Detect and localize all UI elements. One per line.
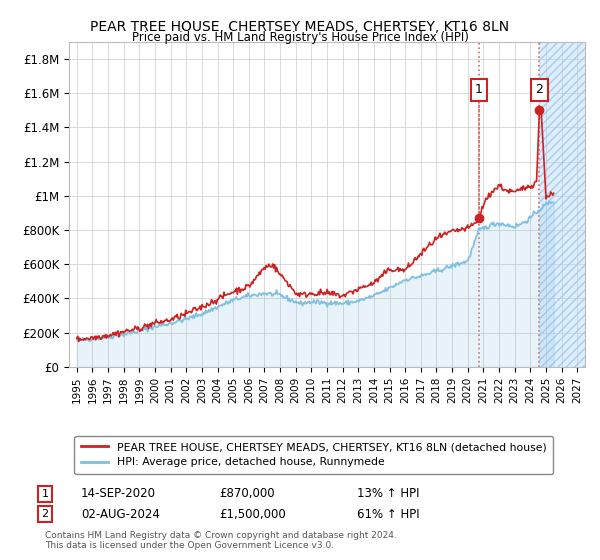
Bar xyxy=(539,42,585,367)
Text: 13% ↑ HPI: 13% ↑ HPI xyxy=(357,487,419,501)
Text: 2: 2 xyxy=(41,509,49,519)
Text: 1: 1 xyxy=(475,83,483,96)
Legend: PEAR TREE HOUSE, CHERTSEY MEADS, CHERTSEY, KT16 8LN (detached house), HPI: Avera: PEAR TREE HOUSE, CHERTSEY MEADS, CHERTSE… xyxy=(74,436,553,474)
Text: 61% ↑ HPI: 61% ↑ HPI xyxy=(357,507,419,521)
Text: This data is licensed under the Open Government Licence v3.0.: This data is licensed under the Open Gov… xyxy=(45,541,334,550)
Bar xyxy=(539,42,585,367)
Text: £870,000: £870,000 xyxy=(219,487,275,501)
Text: 2: 2 xyxy=(535,83,543,96)
Text: Contains HM Land Registry data © Crown copyright and database right 2024.: Contains HM Land Registry data © Crown c… xyxy=(45,531,397,540)
Text: 02-AUG-2024: 02-AUG-2024 xyxy=(81,507,160,521)
Text: £1,500,000: £1,500,000 xyxy=(219,507,286,521)
Text: Price paid vs. HM Land Registry's House Price Index (HPI): Price paid vs. HM Land Registry's House … xyxy=(131,31,469,44)
Text: 14-SEP-2020: 14-SEP-2020 xyxy=(81,487,156,501)
Text: 1: 1 xyxy=(41,489,49,499)
Text: PEAR TREE HOUSE, CHERTSEY MEADS, CHERTSEY, KT16 8LN: PEAR TREE HOUSE, CHERTSEY MEADS, CHERTSE… xyxy=(91,20,509,34)
